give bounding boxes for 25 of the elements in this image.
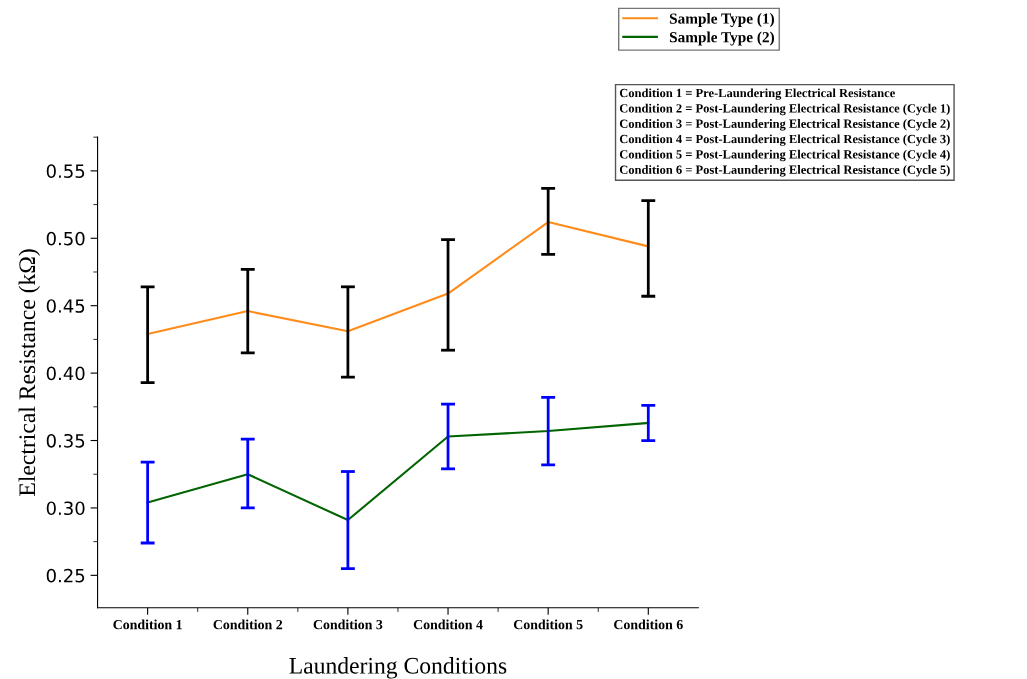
line-series — [146, 221, 650, 336]
annotation: Condition 4 = Post-Laundering Electrical Resistance (Cycle 3) — [619, 134, 950, 146]
x-tick-label: Condition 6 — [614, 619, 683, 630]
x-tick-label: Condition 1 — [113, 619, 182, 630]
y-tick-label: 0.50 — [46, 231, 85, 246]
y-tick-label: 0.25 — [46, 568, 85, 583]
text: Condition 2 = Post-Laundering Electrical Resistance (Cycle 1) — [619, 103, 950, 116]
x-tick-label: Condition 3 — [313, 619, 383, 630]
annotation: Condition 6 = Post-Laundering Electrical Resistance (Cycle 5) — [619, 165, 950, 177]
line-series — [146, 421, 650, 522]
y-tick-label: 0.40 — [46, 366, 85, 381]
text: Condition 1 = Pre-Laundering Electrical Resistance — [619, 88, 895, 100]
y-axis-title: Electrical Resistance (kΩ) — [18, 249, 40, 496]
x-tick-label: Condition 5 — [513, 619, 583, 630]
y-tick-label: 0.30 — [46, 501, 85, 516]
text: Condition 3 = Post-Laundering Electrical Resistance (Cycle 2) — [619, 119, 950, 131]
x-tick-label: Condition 2 — [213, 619, 283, 630]
x-tick-label: Condition 4 — [413, 619, 483, 630]
x-axis-title: Laundering Conditions — [289, 657, 507, 679]
annotation: Condition 5 = Post-Laundering Electrical Resistance (Cycle 4) — [619, 149, 950, 162]
y-tick-label: 0.55 — [46, 164, 85, 178]
y-tick-label: 0.45 — [46, 299, 85, 313]
legend-label: Sample Type (2) — [669, 31, 774, 46]
legend-label: Sample Type (1) — [669, 13, 774, 27]
y-tick-label: 0.35 — [46, 433, 85, 448]
